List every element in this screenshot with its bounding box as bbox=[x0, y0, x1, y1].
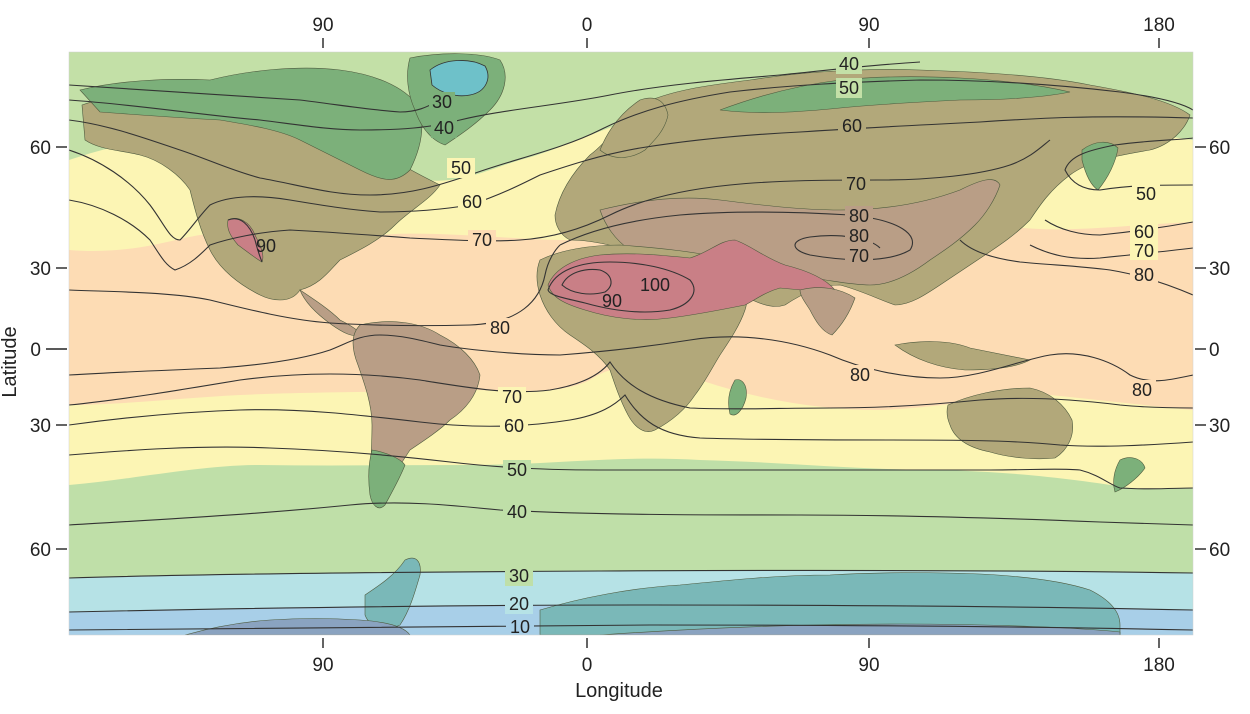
isoline-20-south bbox=[69, 604, 1193, 613]
bottom-tick-90e: 90 bbox=[858, 655, 879, 676]
iso-label-40-north-1: 40 bbox=[839, 54, 859, 74]
top-tick-90w: 90 bbox=[312, 15, 333, 36]
isoline-90-north-america bbox=[227, 218, 263, 263]
land-patagonia bbox=[368, 449, 406, 509]
land-madagascar bbox=[728, 379, 747, 416]
bottom-axis: 90 0 90 180 bbox=[312, 638, 1175, 676]
map-frame bbox=[68, 51, 1194, 636]
iso-label-90-sahara: 90 bbox=[602, 291, 622, 311]
iso-label-10-south: 10 bbox=[510, 617, 530, 637]
iso-label-60-siberia: 60 bbox=[842, 116, 862, 136]
left-tick-60n: 60 bbox=[30, 138, 51, 159]
isoline-80-central-asia bbox=[559, 211, 913, 261]
iso-label-50-south: 50 bbox=[507, 460, 527, 480]
right-axis: 60 30 0 30 60 bbox=[1195, 138, 1230, 561]
iso-label-80-asia-1: 80 bbox=[849, 206, 869, 226]
iso-label-40-south: 40 bbox=[507, 502, 527, 522]
iso-label-80-pacific: 80 bbox=[1132, 380, 1152, 400]
isoline-labels: 40 50 30 40 60 50 60 70 70 80 80 70 90 1… bbox=[256, 54, 1160, 637]
right-tick-60n: 60 bbox=[1209, 138, 1230, 159]
right-tick-30n: 30 bbox=[1209, 259, 1230, 280]
iso-label-70-asia: 70 bbox=[846, 174, 866, 194]
isoline-70-east bbox=[1029, 244, 1193, 259]
iso-label-70-atlantic: 70 bbox=[472, 230, 492, 250]
top-tick-180: 180 bbox=[1143, 15, 1175, 36]
isoline-30-south bbox=[69, 569, 1193, 579]
iso-label-60-south: 60 bbox=[504, 416, 524, 436]
y-axis-title: Latitude bbox=[0, 326, 21, 397]
iso-label-50-atlantic: 50 bbox=[451, 158, 471, 178]
left-tick-0: 0 bbox=[30, 340, 41, 361]
iso-label-50-north-1: 50 bbox=[839, 78, 859, 98]
bottom-tick-0: 0 bbox=[582, 655, 593, 676]
isotherm-lines bbox=[69, 61, 1193, 631]
isoline-40-north bbox=[69, 61, 921, 131]
land-arctic-islands bbox=[79, 67, 423, 180]
land-antarctica bbox=[539, 572, 1121, 635]
isoline-30-north bbox=[69, 84, 441, 113]
x-axis-title: Longitude bbox=[575, 680, 663, 702]
left-axis: 60 30 0 30 60 bbox=[30, 138, 67, 561]
right-tick-30s: 30 bbox=[1209, 416, 1230, 437]
iso-label-90-north-america: 90 bbox=[256, 236, 276, 256]
isoline-100 bbox=[561, 268, 612, 295]
iso-label-60-east: 60 bbox=[1134, 222, 1154, 242]
isoline-90-north-africa bbox=[547, 261, 695, 313]
isoline-40-south bbox=[69, 502, 1193, 526]
iso-label-100-sahara: 100 bbox=[640, 275, 670, 295]
top-axis: 90 0 90 180 bbox=[312, 15, 1175, 48]
iso-label-80-east: 80 bbox=[1134, 265, 1154, 285]
top-tick-90e: 90 bbox=[858, 15, 879, 36]
iso-label-80-asia-2: 80 bbox=[849, 226, 869, 246]
left-tick-30n: 30 bbox=[30, 259, 51, 280]
iso-label-30-greenland: 30 bbox=[432, 92, 452, 112]
iso-label-30-south: 30 bbox=[509, 566, 529, 586]
iso-label-60-atlantic: 60 bbox=[462, 192, 482, 212]
iso-label-70-tibet: 70 bbox=[849, 246, 869, 266]
bottom-tick-90w: 90 bbox=[312, 655, 333, 676]
land-west-antarctica bbox=[184, 618, 411, 635]
land-scandinavia bbox=[599, 97, 669, 158]
right-tick-0: 0 bbox=[1209, 340, 1220, 361]
isoline-70-south bbox=[69, 361, 1193, 410]
land-new-zealand bbox=[1113, 457, 1146, 493]
isoline-60-south bbox=[69, 394, 1193, 447]
iso-label-70-east: 70 bbox=[1134, 241, 1154, 261]
land-masses bbox=[79, 53, 1191, 635]
iso-label-80-indian: 80 bbox=[850, 365, 870, 385]
isoline-50-north bbox=[69, 79, 1193, 196]
iso-label-80-atlantic: 80 bbox=[490, 318, 510, 338]
iso-label-50-east: 50 bbox=[1136, 184, 1156, 204]
isoline-80-equator-north bbox=[69, 244, 561, 327]
iso-label-70-south: 70 bbox=[502, 387, 522, 407]
top-tick-0: 0 bbox=[582, 15, 593, 36]
left-tick-60s: 60 bbox=[30, 540, 51, 561]
iso-label-40-greenland: 40 bbox=[434, 118, 454, 138]
left-tick-30s: 30 bbox=[30, 416, 51, 437]
iso-label-20-south: 20 bbox=[509, 594, 529, 614]
isoline-50-south bbox=[69, 446, 1193, 490]
isoline-60-east bbox=[1044, 219, 1193, 236]
isoline-70-north bbox=[69, 139, 1051, 271]
land-kamchatka bbox=[1081, 141, 1119, 191]
right-tick-60s: 60 bbox=[1209, 540, 1230, 561]
land-india bbox=[799, 287, 856, 336]
isoline-80-equator-south bbox=[69, 334, 1193, 382]
bottom-tick-180: 180 bbox=[1143, 655, 1175, 676]
